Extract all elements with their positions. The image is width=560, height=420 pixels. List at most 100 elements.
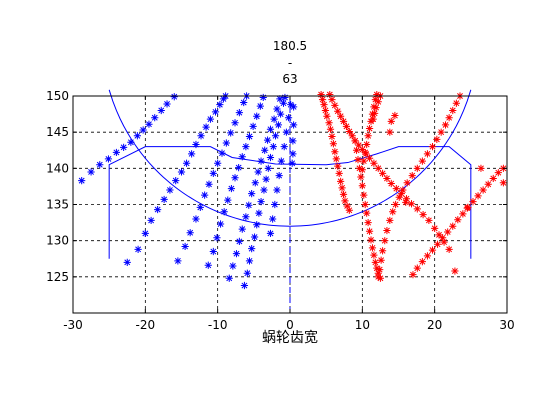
- data-point: [280, 143, 288, 151]
- data-point: [440, 238, 448, 246]
- data-point: [238, 225, 246, 233]
- data-point: [104, 155, 113, 163]
- data-point: [271, 132, 280, 140]
- data-point: [337, 177, 345, 185]
- data-point: [370, 103, 378, 111]
- y-tick-label: 125: [46, 270, 69, 284]
- data-point: [362, 150, 370, 158]
- data-point: [205, 180, 213, 188]
- data-point: [249, 122, 257, 130]
- data-point: [477, 164, 485, 172]
- data-point: [374, 273, 382, 281]
- data-point: [318, 96, 327, 104]
- data-point: [288, 159, 296, 167]
- data-point: [342, 122, 351, 130]
- data-point: [245, 132, 254, 141]
- data-point: [154, 205, 162, 214]
- data-point: [345, 127, 353, 136]
- chart-title-line-1: 180.5: [273, 39, 307, 53]
- data-point: [87, 168, 95, 176]
- data-point: [381, 237, 389, 245]
- data-point: [224, 196, 232, 204]
- data-point: [157, 106, 165, 115]
- data-point: [257, 157, 265, 165]
- data-point: [328, 96, 336, 104]
- data-point: [413, 264, 421, 272]
- data-point: [263, 136, 272, 144]
- data-point: [335, 169, 343, 177]
- data-point: [170, 93, 178, 101]
- data-point: [287, 101, 295, 109]
- data-point: [439, 234, 447, 242]
- data-point: [407, 200, 416, 208]
- data-point: [254, 168, 262, 176]
- data-point: [419, 211, 427, 219]
- y-tick-label: 145: [46, 125, 69, 139]
- data-point: [337, 112, 345, 120]
- data-point: [358, 145, 366, 154]
- data-point: [374, 164, 382, 172]
- data-point: [391, 111, 399, 120]
- data-point: [145, 120, 153, 128]
- data-point: [235, 164, 243, 172]
- data-point: [276, 110, 285, 118]
- data-point: [452, 99, 460, 107]
- data-point: [282, 128, 290, 136]
- housing-outline: [108, 146, 472, 259]
- data-point: [331, 148, 339, 156]
- data-point: [273, 105, 281, 113]
- data-point: [445, 114, 453, 122]
- data-points: [78, 90, 507, 290]
- data-point: [141, 229, 149, 238]
- data-point: [428, 246, 437, 254]
- data-point: [363, 140, 371, 149]
- data-point: [284, 114, 293, 122]
- y-tick-label: 150: [46, 89, 69, 103]
- data-point: [325, 119, 333, 127]
- data-point: [376, 266, 384, 274]
- data-point: [250, 233, 259, 241]
- data-point: [227, 129, 235, 137]
- data-point: [374, 269, 382, 277]
- data-point: [377, 256, 385, 264]
- data-point: [275, 171, 283, 180]
- data-point: [387, 117, 395, 125]
- data-point: [386, 216, 394, 225]
- data-point: [270, 115, 278, 123]
- data-point: [209, 247, 217, 256]
- data-point: [281, 93, 289, 102]
- data-point: [202, 123, 210, 131]
- data-point: [120, 143, 128, 151]
- data-point: [334, 107, 342, 115]
- data-point: [383, 226, 391, 235]
- data-point: [360, 157, 368, 165]
- data-point: [188, 150, 196, 158]
- data-point: [321, 106, 330, 115]
- data-point: [360, 191, 368, 199]
- data-point: [231, 174, 239, 182]
- data-point: [403, 179, 411, 187]
- data-point: [425, 216, 433, 225]
- data-point: [371, 109, 379, 117]
- data-point: [211, 108, 220, 116]
- data-point: [186, 229, 194, 237]
- data-point: [317, 90, 325, 99]
- data-point: [371, 258, 379, 266]
- data-point: [345, 206, 353, 214]
- data-point: [441, 121, 450, 129]
- data-point: [196, 203, 204, 211]
- data-point: [139, 126, 147, 134]
- data-point: [229, 262, 237, 270]
- data-point: [435, 231, 443, 239]
- data-point: [437, 128, 445, 136]
- data-point: [395, 193, 403, 201]
- data-point: [361, 200, 369, 209]
- data-point: [445, 245, 453, 253]
- data-point: [355, 141, 363, 149]
- data-point: [225, 274, 233, 282]
- data-point: [433, 135, 441, 143]
- data-point: [373, 90, 381, 99]
- x-tick-label: 10: [355, 318, 370, 332]
- y-tick-label: 135: [46, 198, 69, 212]
- x-tick-label: -20: [136, 318, 156, 332]
